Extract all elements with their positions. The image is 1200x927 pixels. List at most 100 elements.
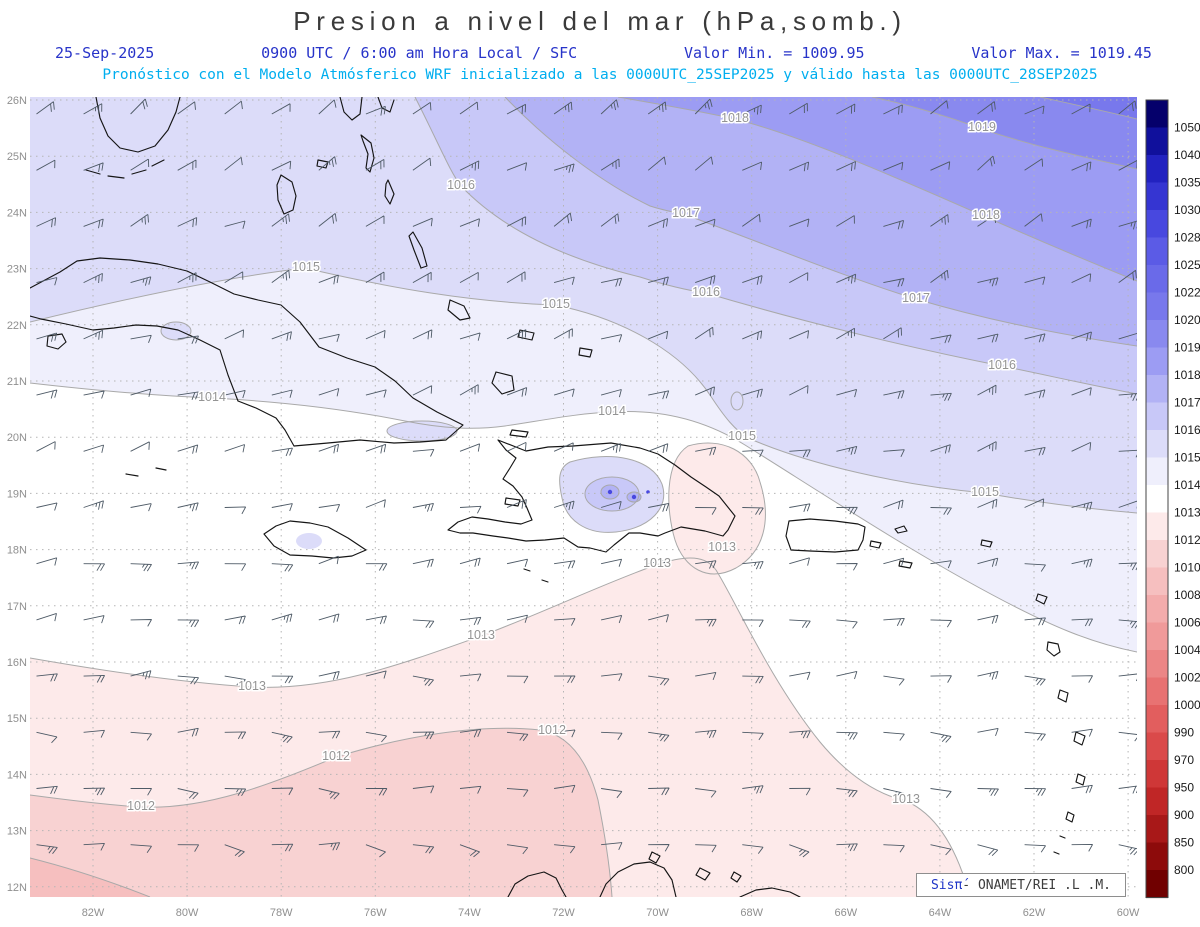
colorbar: 1050 1040 1035 1030 1028 1025 1022 1020 1019 1018… [1145,99,1200,899]
wind-barb [506,162,528,171]
colorbar-segment [1146,650,1168,679]
isobar-label: 1013 [467,628,495,642]
coastlines [30,97,1086,897]
model-info-label: Pronóstico con el Modelo Atmósferico WRF… [102,67,1098,83]
chart-subtitle: 25-Sep-2025 0900 UTC / 6:00 am Hora Loca… [55,44,1152,62]
wind-barb [365,788,388,796]
wind-barb [177,444,199,454]
wind-barb [648,614,669,623]
colorbar-label: 1035 [1174,176,1200,190]
wind-barb [789,671,811,680]
wind-barb [930,731,952,743]
wind-barb [412,157,432,171]
lat-tick-label: 23N [7,264,27,276]
lat-tick-label: 12N [7,882,27,894]
wind-barb [1024,389,1046,399]
sis-logo-text: Sisπ́ [930,877,963,893]
wind-barb [930,788,952,798]
wind-barb [271,843,294,852]
wind-barb [1024,563,1046,572]
isobar-label: 1017 [672,206,700,220]
colorbar-label: 1050 [1174,121,1200,135]
wind-barb [1024,617,1046,626]
wind-barb [930,507,952,515]
colorbar-label: 1017 [1174,396,1200,410]
wind-barb [36,277,58,286]
wind-barb [930,675,952,683]
isobar-label: 1015 [292,260,320,274]
wind-barb [553,388,575,397]
time-label: 0900 UTC / 6:00 am Hora Local / SFC [261,44,578,62]
colorbar-label: 1013 [1174,506,1200,520]
wind-barb [506,788,529,797]
wind-barb [742,388,763,398]
wind-barb [1118,269,1137,283]
wind-barb [836,670,858,680]
wind-barb [177,335,199,344]
colorbar-segment [1146,485,1168,514]
wind-barb [318,842,341,851]
colorbar-label: 1020 [1174,313,1200,327]
wind-barb [836,103,856,115]
wind-barb [695,788,717,798]
wind-barb [83,390,105,399]
wind-barb [789,161,810,172]
coastline-hispaniola [447,429,736,583]
wind-barb [930,100,949,115]
colorbar-segment [1146,595,1168,624]
colorbar-segment [1146,842,1168,871]
wind-barb [883,104,903,115]
colorbar-segment [1146,100,1168,129]
wind-barb [130,619,152,627]
wind-barb [695,671,717,681]
wind-barb [1071,618,1093,627]
wind-barb [177,561,200,570]
wind-barb [883,675,905,686]
lon-tick-label: 74W [458,907,481,919]
wind-barb [1024,105,1045,115]
wind-barb [977,441,997,452]
wind-barb [1071,784,1093,794]
wind-barb [36,844,58,854]
isobar-label: 1013 [238,679,266,693]
wind-barb [365,670,387,679]
lat-tick-label: 18N [7,545,27,557]
wind-barb [883,219,905,230]
wind-barb [224,389,246,399]
colorbar-label: 1014 [1174,478,1200,492]
lon-tick-label: 80W [176,907,199,919]
colorbar-segment [1146,210,1168,239]
wind-barb [506,675,529,684]
wind-barb [130,388,152,397]
wind-barb [318,99,337,115]
wind-barb [177,502,199,512]
wind-barb [412,102,432,115]
colorbar-label: 800 [1174,863,1194,877]
colorbar-label: 1016 [1174,423,1200,437]
wind-barb [459,443,481,452]
isobar-label: 1012 [538,723,566,737]
wind-barb [1118,160,1137,171]
wind-barb [977,333,999,343]
wind-barb [883,499,904,510]
wind-barb [412,619,435,628]
wind-barb [601,558,623,567]
wind-barb [1024,333,1046,343]
colorbar-segment [1146,265,1168,294]
colorbar-label: 1030 [1174,203,1200,217]
wind-barb [695,218,716,228]
wind-barb [554,844,576,854]
wind-barb [1118,449,1137,458]
wind-barb [506,614,528,623]
wind-barb [600,443,622,453]
wind-barb [506,731,529,742]
wind-barb [1071,103,1091,115]
lat-tick-label: 14N [7,769,27,781]
lat-tick-label: 21N [7,376,27,388]
wind-barb [506,387,528,397]
wind-barb [883,327,902,340]
wind-barb [883,617,905,626]
wind-barb [130,214,149,227]
wind-barb [224,731,247,740]
wind-barb [318,671,340,680]
